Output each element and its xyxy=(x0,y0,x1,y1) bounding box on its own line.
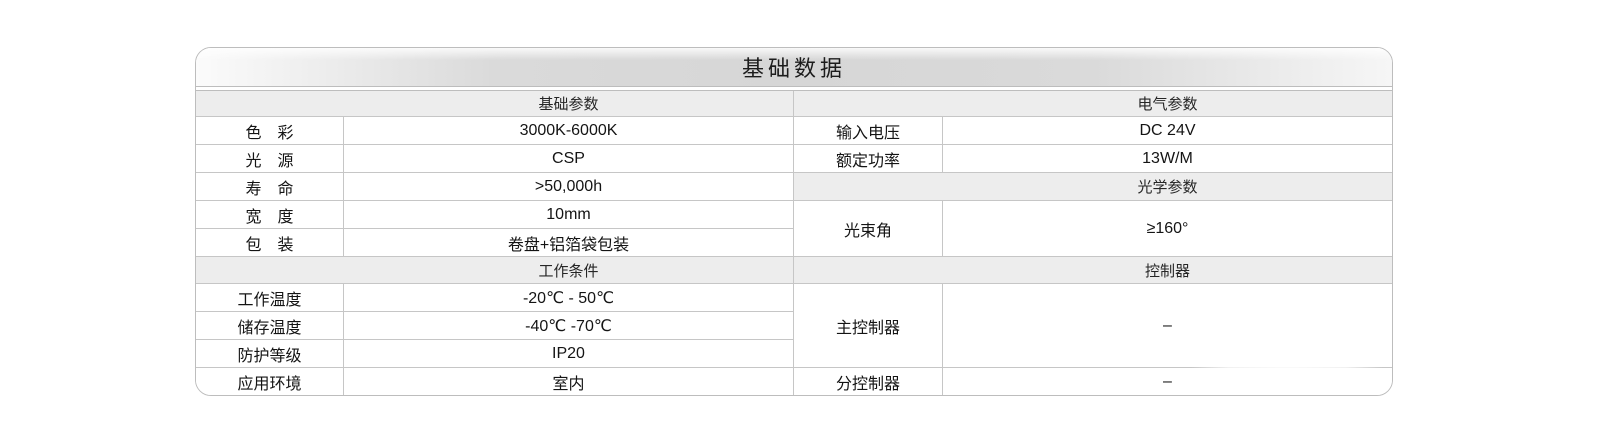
spec-label: 应用环境 xyxy=(196,368,344,395)
spec-table: 基础参数 电气参数 色 彩 3000K-6000K 输入电压 DC 24V 光 … xyxy=(196,91,1392,395)
spec-value: DC 24V xyxy=(943,117,1392,145)
spec-value: 13W/M xyxy=(943,145,1392,173)
spec-label: 光束角 xyxy=(794,201,943,257)
spec-value: IP20 xyxy=(344,340,794,368)
section-header-basic-params: 基础参数 xyxy=(196,91,794,117)
spec-value: -40℃ -70℃ xyxy=(344,312,794,340)
section-header-optical-params: 光学参数 xyxy=(794,173,1392,201)
spec-value: ≥160° xyxy=(943,201,1392,257)
spec-label: 防护等级 xyxy=(196,340,344,368)
spec-value: -20℃ - 50℃ xyxy=(344,284,794,312)
section-header-working-conditions: 工作条件 xyxy=(196,257,794,284)
spec-label: 色 彩 xyxy=(196,117,344,145)
spec-value: – xyxy=(943,284,1392,368)
section-header-electrical-params: 电气参数 xyxy=(794,91,1392,117)
title-table-divider xyxy=(196,87,1392,91)
spec-label: 储存温度 xyxy=(196,312,344,340)
spec-label: 包 装 xyxy=(196,229,344,257)
spec-label: 分控制器 xyxy=(794,368,943,395)
spec-value: >50,000h xyxy=(344,173,794,201)
spec-label: 主控制器 xyxy=(794,284,943,368)
spec-value: 3000K-6000K xyxy=(344,117,794,145)
spec-value: 室内 xyxy=(344,368,794,395)
spec-label: 工作温度 xyxy=(196,284,344,312)
spec-value: 卷盘+铝箔袋包装 xyxy=(344,229,794,257)
panel-title: 基础数据 xyxy=(741,56,846,81)
panel-title-bar: 基础数据 xyxy=(196,48,1392,87)
section-header-controller: 控制器 xyxy=(794,257,1392,284)
spec-label: 寿 命 xyxy=(196,173,344,201)
spec-value: CSP xyxy=(344,145,794,173)
spec-value: 10mm xyxy=(344,201,794,229)
spec-label: 输入电压 xyxy=(794,117,943,145)
spec-label: 额定功率 xyxy=(794,145,943,173)
spec-value: – xyxy=(943,368,1392,395)
spec-panel: 基础数据 基础参数 电气参数 色 彩 3000K-6000K 输入电压 DC 2… xyxy=(195,47,1393,396)
spec-label: 光 源 xyxy=(196,145,344,173)
spec-label: 宽 度 xyxy=(196,201,344,229)
